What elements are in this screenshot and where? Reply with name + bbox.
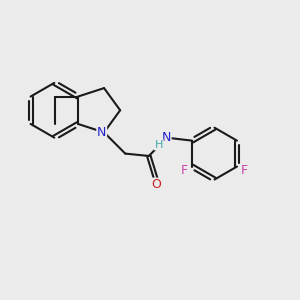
Text: H: H <box>154 140 163 150</box>
Text: F: F <box>241 164 248 178</box>
Text: N: N <box>161 131 171 144</box>
Text: O: O <box>151 178 161 191</box>
Text: N: N <box>97 126 106 139</box>
Text: F: F <box>181 164 188 178</box>
